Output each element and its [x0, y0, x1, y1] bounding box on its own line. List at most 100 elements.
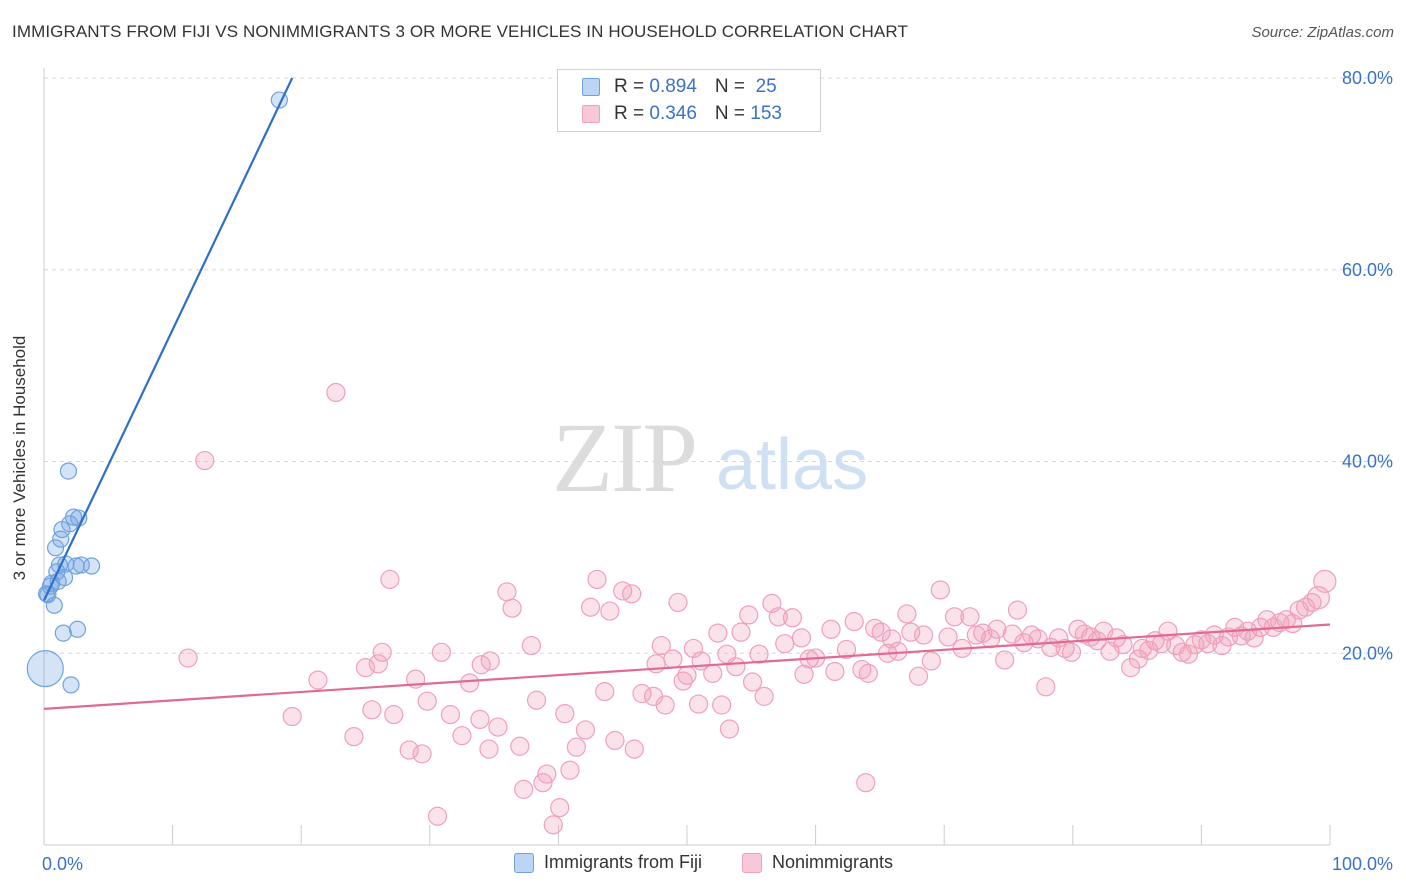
nonimmigrants-point — [1178, 644, 1199, 664]
legend-row-fiji: R = 0.894 N = 25 — [582, 75, 777, 99]
legend-n-label: N = — [714, 103, 751, 124]
nonimmigrants-point — [1204, 625, 1224, 645]
nonimmigrants-point — [510, 736, 530, 756]
nonimmigrants-point — [308, 670, 328, 690]
nonimmigrants-point — [651, 635, 671, 656]
nonimmigrants-point — [791, 628, 812, 648]
nonimmigrants-point — [526, 690, 547, 710]
nonimmigrants-point — [921, 651, 941, 671]
fiji-point — [59, 462, 78, 480]
nonimmigrants-point — [908, 666, 929, 686]
nonimmigrants-point — [987, 619, 1007, 639]
nonimmigrants-point — [794, 664, 814, 684]
series-legend: Immigrants from Fiji Nonimmigrants — [514, 852, 933, 873]
nonimmigrants-point — [980, 629, 1001, 649]
nonimmigrants-point — [479, 739, 499, 759]
fiji-swatch — [582, 78, 600, 96]
nonimmigrants-point — [282, 706, 302, 727]
nonimmigrants-point — [930, 580, 950, 600]
watermark-zip: ZIP — [552, 402, 698, 513]
nonimmigrants-point — [624, 739, 644, 759]
nonimmigrants-point — [452, 726, 472, 746]
nonimmigrants-point — [856, 773, 876, 793]
y-tick-label: 40.0% — [1342, 452, 1393, 472]
nonimmigrants-point — [440, 705, 460, 725]
nonimmigrants-point — [1113, 635, 1133, 655]
nonimmigrants-point — [326, 382, 346, 403]
nonimmigrants-point — [470, 709, 490, 730]
nonimmigrants-points — [178, 382, 1337, 835]
nonimmigrants-point — [632, 683, 652, 704]
nonimmigrants-point — [412, 744, 432, 764]
legend-n-value: 25 — [750, 76, 777, 97]
nonimmigrants-point — [782, 608, 803, 628]
nonimmigrants-point — [938, 627, 958, 647]
legend-n-value: 153 — [750, 103, 782, 124]
nonimmigrants-point — [550, 798, 570, 818]
nonimmigrants-legend-swatch — [742, 852, 763, 873]
nonimmigrants-point — [944, 607, 965, 627]
nonimmigrants-point — [575, 720, 596, 740]
nonimmigrants-point — [731, 622, 751, 642]
nonimmigrants-point — [973, 623, 993, 643]
nonimmigrants-point — [502, 598, 522, 618]
nonimmigrants-point — [380, 569, 400, 590]
nonimmigrants-point — [368, 654, 388, 674]
legend-label-fiji: Immigrants from Fiji — [544, 852, 703, 872]
watermark-atlas: atlas — [716, 425, 869, 505]
nonimmigrants-point — [497, 582, 517, 602]
nonimmigrants-point — [178, 648, 198, 668]
nonimmigrants-point — [600, 601, 620, 621]
legend-label-nonimmigrants: Nonimmigrants — [772, 852, 894, 872]
nonimmigrants-point — [688, 694, 709, 714]
x-tick-label: 0.0% — [42, 854, 83, 874]
nonimmigrants-point — [488, 717, 508, 737]
nonimmigrants-point — [821, 619, 841, 639]
fiji-point — [68, 620, 87, 638]
nonimmigrants-point — [384, 705, 404, 725]
y-tick-label: 60.0% — [1342, 260, 1393, 280]
nonimmigrants-point — [580, 597, 601, 617]
fiji-legend-swatch — [514, 852, 534, 873]
nonimmigrants-point — [914, 625, 934, 645]
nonimmigrants-point — [995, 650, 1015, 670]
nonimmigrants-point — [417, 691, 437, 711]
legend-r-label: R = — [614, 76, 650, 97]
nonimmigrants-swatch — [582, 105, 600, 123]
nonimmigrants-point — [742, 672, 763, 692]
nonimmigrants-point — [587, 569, 607, 590]
nonimmigrants-point — [836, 639, 857, 660]
nonimmigrants-point — [431, 642, 451, 662]
nonimmigrants-point — [514, 779, 534, 799]
nonimmigrants-point — [726, 657, 746, 677]
legend-item-fiji: Immigrants from Fiji — [514, 852, 702, 873]
nonimmigrants-point — [399, 740, 419, 760]
nonimmigrants-point — [560, 760, 580, 780]
nonimmigrants-point — [663, 649, 683, 669]
nonimmigrants-point — [362, 700, 382, 720]
nonimmigrants-point — [739, 605, 759, 625]
nonimmigrants-point — [355, 658, 376, 678]
nonimmigrants-point — [622, 584, 642, 604]
nonimmigrants-point — [372, 642, 392, 662]
fiji-point — [64, 508, 83, 526]
grid-lines — [44, 77, 1393, 654]
nonimmigrants-point — [555, 704, 575, 724]
fiji-point — [62, 676, 80, 694]
nonimmigrants-point — [708, 623, 728, 643]
nonimmigrants-point — [712, 695, 732, 715]
nonimmigrants-point — [749, 644, 769, 664]
y-tick-label: 80.0% — [1342, 68, 1393, 88]
fiji-point — [46, 539, 65, 557]
fiji-point — [26, 649, 64, 688]
nonimmigrants-point — [775, 634, 795, 654]
nonimmigrants-point — [1007, 600, 1028, 620]
nonimmigrants-point — [719, 719, 740, 739]
nonimmigrants-point — [960, 607, 980, 627]
x-tick-label: 100.0% — [1332, 854, 1393, 874]
legend-row-nonimmigrants: R = 0.346 N = 153 — [582, 102, 782, 126]
fiji-point — [82, 557, 101, 575]
nonimmigrants-point — [858, 663, 878, 683]
legend-n-label: N = — [714, 76, 751, 97]
